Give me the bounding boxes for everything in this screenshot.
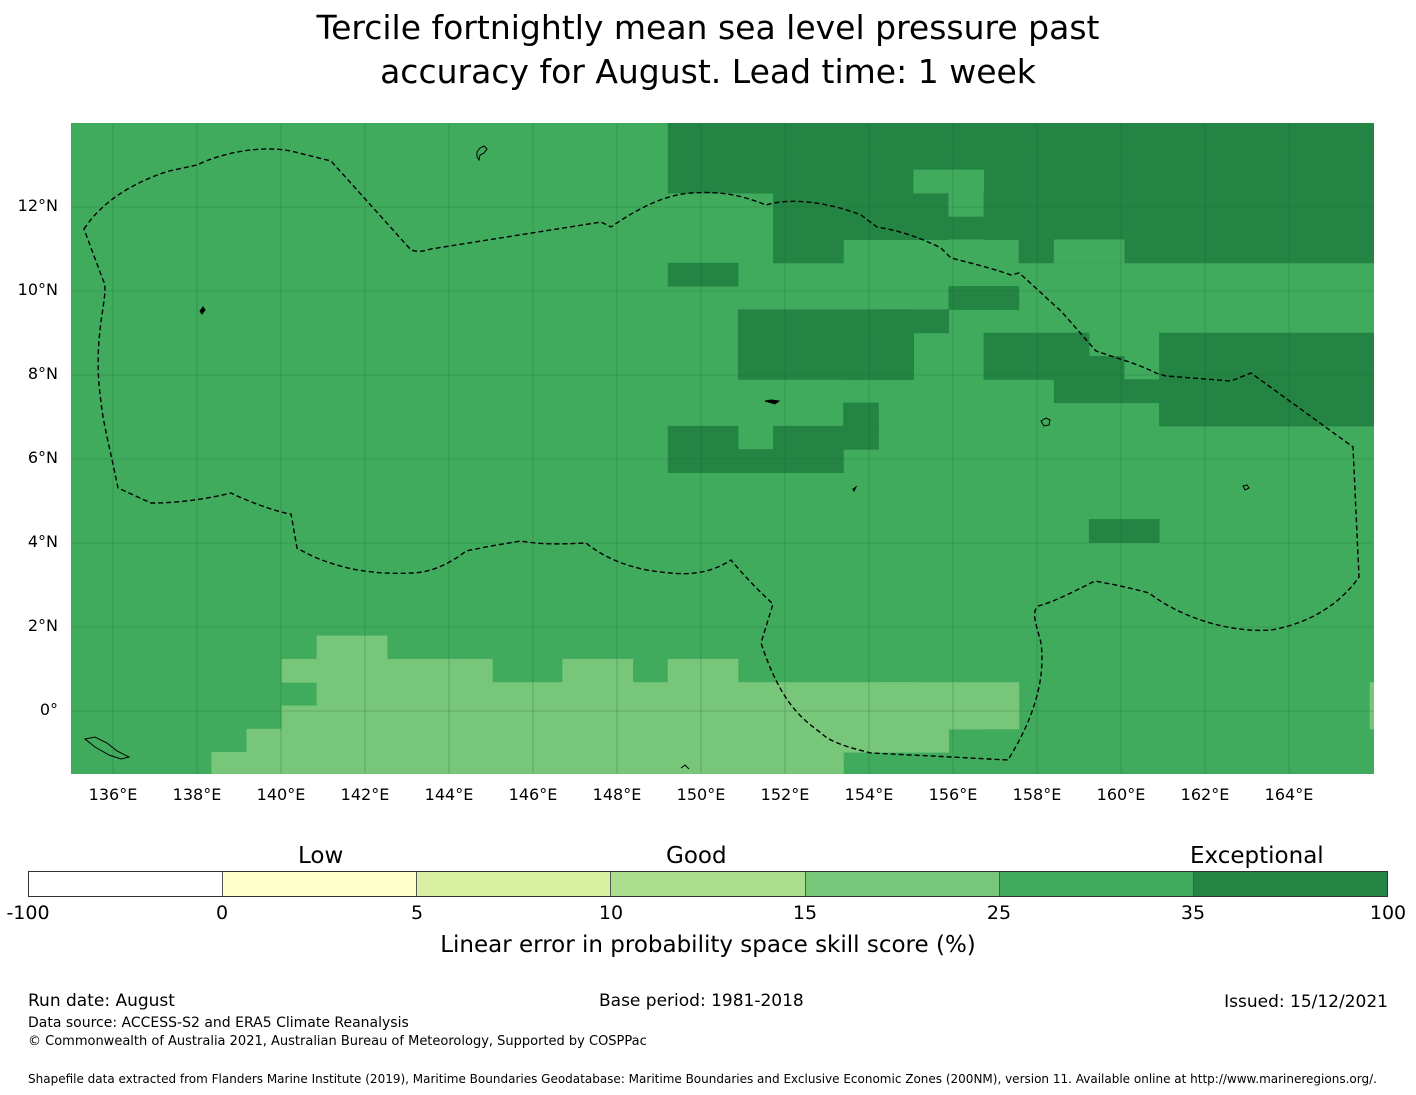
- colorbar-segment-2: [223, 872, 418, 896]
- skill-cell: [1018, 216, 1055, 240]
- title-line-1: Tercile fortnightly mean sea level press…: [316, 8, 1100, 47]
- lon-tick-140e: 140°E: [256, 785, 306, 804]
- map-title: Tercile fortnightly mean sea level press…: [0, 6, 1416, 94]
- lat-tick-12n: 12°N: [17, 196, 58, 215]
- skill-cell: [1124, 379, 1374, 404]
- data-source: Data source: ACCESS-S2 and ERA5 Climate …: [28, 1015, 409, 1031]
- skill-cell: [667, 262, 739, 287]
- lon-tick-152e: 152°E: [760, 785, 810, 804]
- skill-cell: [773, 425, 809, 450]
- colorbar: [28, 871, 1388, 897]
- base-period: Base period: 1981-2018: [599, 991, 804, 1011]
- lon-tick-142e: 142°E: [340, 785, 390, 804]
- lon-tick-158e: 158°E: [1012, 785, 1062, 804]
- issued-date: Issued: 15/12/2021: [1224, 992, 1388, 1012]
- colorbar-tick: -100: [6, 902, 50, 924]
- legend-category-good: Good: [666, 843, 727, 869]
- lat-tick-6n: 6°N: [27, 448, 58, 467]
- colorbar-tick: 10: [598, 902, 624, 924]
- lon-tick-162e: 162°E: [1180, 785, 1230, 804]
- title-line-2: accuracy for August. Lead time: 1 week: [380, 52, 1036, 91]
- colorbar-segment-4: [611, 872, 806, 896]
- legend-category-exceptional: Exceptional: [1190, 843, 1324, 869]
- skill-cell: [948, 239, 985, 264]
- skill-cell: [843, 402, 879, 427]
- lon-tick-148e: 148°E: [592, 785, 642, 804]
- colorbar-tick: 25: [986, 902, 1012, 924]
- lon-tick-156e: 156°E: [928, 785, 978, 804]
- skill-cell: [1159, 402, 1374, 427]
- lon-tick-154e: 154°E: [844, 785, 894, 804]
- skill-cells: [211, 123, 1374, 774]
- shapefile-credit: Shapefile data extracted from Flanders M…: [28, 1072, 1377, 1086]
- skill-cell: [1369, 682, 1374, 730]
- skill-cell: [562, 658, 634, 683]
- island-west: [680, 764, 690, 770]
- lon-tick-138e: 138°E: [172, 785, 222, 804]
- lat-tick-8n: 8°N: [27, 364, 58, 383]
- lon-tick-144e: 144°E: [424, 785, 474, 804]
- skill-cell: [737, 146, 1374, 194]
- skill-cell: [773, 239, 844, 264]
- skill-cell: [316, 635, 388, 660]
- colorbar-tick: 5: [410, 902, 424, 924]
- skill-cell: [843, 332, 914, 380]
- skill-cell: [878, 682, 914, 706]
- colorbar-segment-7: [1193, 872, 1387, 896]
- legend-category-low: Low: [298, 843, 344, 869]
- skill-cell: [808, 425, 879, 450]
- colorbar-segment-6: [999, 872, 1194, 896]
- skill-cell: [281, 705, 985, 730]
- skill-cell: [246, 728, 949, 753]
- island-png-north: [83, 736, 131, 760]
- skill-cell: [773, 123, 1374, 147]
- colorbar-segment-3: [417, 872, 612, 896]
- lon-tick-160e: 160°E: [1096, 785, 1146, 804]
- lat-tick-2n: 2°N: [27, 616, 58, 635]
- run-date: Run date: August: [28, 991, 175, 1011]
- colorbar-tick: 35: [1180, 902, 1206, 924]
- skill-cell: [737, 449, 844, 473]
- copyright: © Commonwealth of Australia 2021, Austra…: [28, 1034, 647, 1049]
- colorbar-tick: 15: [792, 902, 818, 924]
- skill-score-map: [71, 123, 1374, 774]
- colorbar-tick: 100: [1369, 902, 1407, 924]
- island-outlines: [83, 145, 1250, 770]
- lon-tick-146e: 146°E: [508, 785, 558, 804]
- map-gridlines: [71, 123, 1374, 774]
- lat-tick-4n: 4°N: [27, 532, 58, 551]
- island-nukuoro: [852, 485, 858, 493]
- lat-tick-10n: 10°N: [17, 280, 58, 299]
- map-canvas: [71, 123, 1374, 774]
- colorbar-segment-5: [805, 872, 1000, 896]
- skill-cell: [948, 286, 1020, 310]
- skill-cell: [1053, 239, 1125, 264]
- skill-cell: [878, 309, 949, 334]
- colorbar-label: Linear error in probability space skill …: [440, 932, 976, 958]
- skill-cell: [913, 169, 985, 194]
- lat-tick-0: 0°: [39, 700, 58, 719]
- colorbar-tick: 0: [215, 902, 229, 924]
- island-pohnpei: [1040, 417, 1051, 427]
- skill-cell: [281, 658, 318, 683]
- eez-boundary: [83, 148, 1360, 761]
- lon-tick-136e: 136°E: [88, 785, 138, 804]
- skill-cell: [1088, 519, 1160, 543]
- island-chuuk: [764, 399, 781, 405]
- island-kosrae: [1242, 484, 1250, 491]
- skill-cell: [1053, 356, 1125, 404]
- island-palau: [199, 306, 206, 315]
- skill-cell: [1159, 332, 1374, 380]
- skill-cell: [667, 658, 739, 683]
- skill-cell: [808, 216, 914, 240]
- lon-tick-150e: 150°E: [676, 785, 726, 804]
- island-guam: [476, 145, 488, 162]
- skill-cell: [211, 752, 844, 774]
- lon-tick-164e: 164°E: [1264, 785, 1314, 804]
- colorbar-segment-1: [29, 872, 224, 896]
- skill-cell: [667, 425, 739, 473]
